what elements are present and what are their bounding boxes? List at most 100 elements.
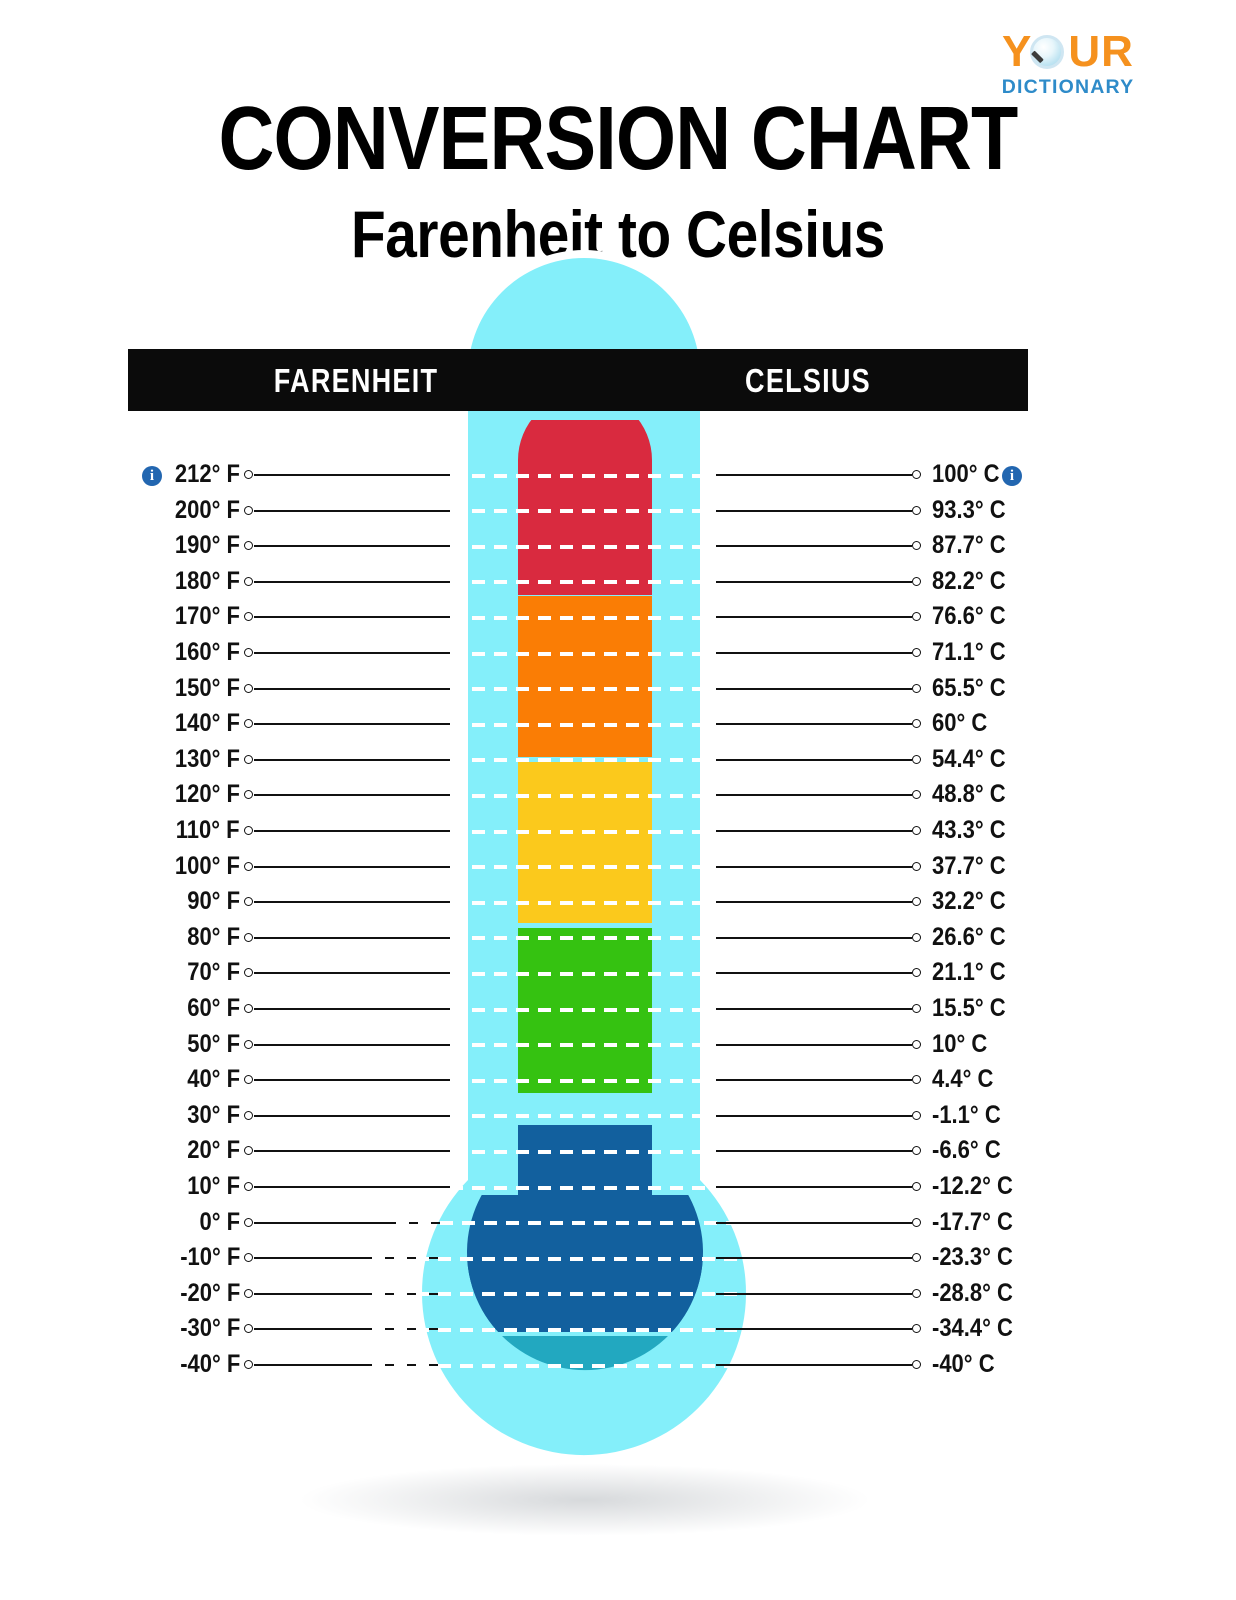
connector-line-right — [716, 1008, 912, 1010]
row-endpoint-left — [244, 1075, 253, 1085]
celsius-label: 82.2° C — [932, 566, 1006, 595]
farenheit-label: -10° F — [179, 1243, 240, 1272]
farenheit-label: -20° F — [179, 1278, 240, 1307]
celsius-label: 48.8° C — [932, 780, 1006, 809]
connector-line-left — [254, 580, 450, 583]
connector-line-left — [254, 1328, 450, 1331]
connector-dashes — [450, 1114, 716, 1119]
farenheit-label: 20° F — [187, 1136, 240, 1165]
connector-dashes — [450, 936, 716, 941]
row-endpoint-left — [244, 1253, 253, 1263]
row-endpoint-right — [912, 1075, 921, 1085]
conversion-row: 180° F 82.2° C — [0, 568, 1236, 594]
conversion-row: 0° F -17.7° C — [0, 1209, 1236, 1235]
row-endpoint-left — [244, 541, 253, 551]
conversion-row: -30° F -34.4° C — [0, 1315, 1236, 1341]
connector-line-right — [716, 830, 912, 832]
conversion-row: 80° F 26.6° C — [0, 924, 1236, 950]
farenheit-label: 100° F — [174, 851, 240, 880]
row-endpoint-left — [244, 1324, 253, 1334]
row-endpoint-left — [244, 897, 253, 907]
connector-line-left — [254, 1008, 450, 1010]
celsius-label: -23.3° C — [932, 1243, 1013, 1272]
connector-line-right — [716, 1328, 912, 1331]
conversion-row: 60° F 15.5° C — [0, 995, 1236, 1021]
celsius-label: -17.7° C — [932, 1207, 1013, 1236]
connector-line-right — [716, 865, 912, 868]
row-endpoint-left — [244, 932, 253, 942]
celsius-label: 32.2° C — [932, 887, 1006, 916]
row-endpoint-right — [912, 932, 921, 942]
row-endpoint-right — [912, 968, 921, 978]
conversion-row: -20° F -28.8° C — [0, 1280, 1236, 1306]
farenheit-label: 110° F — [176, 816, 240, 844]
connector-line-right — [716, 723, 912, 726]
celsius-label: 71.1° C — [932, 638, 1006, 666]
connector-line-left — [254, 509, 450, 512]
connector-dashes — [450, 829, 716, 834]
info-icon-celsius[interactable]: i — [1002, 466, 1022, 486]
farenheit-label: 70° F — [187, 958, 240, 987]
row-endpoint-right — [912, 826, 921, 835]
celsius-label: 60° C — [932, 709, 988, 738]
celsius-label: 15.5° C — [932, 994, 1006, 1022]
row-endpoint-left — [244, 648, 253, 657]
connector-dashes — [450, 722, 716, 727]
column-header-farenheit: FARENHEIT — [273, 362, 439, 399]
connector-line-left — [254, 936, 450, 939]
connector-line-left — [254, 1186, 450, 1188]
connector-line-right — [716, 1043, 912, 1046]
celsius-label: 93.3° C — [932, 495, 1006, 524]
celsius-label: -6.6° C — [932, 1136, 1001, 1165]
farenheit-label: 90° F — [187, 887, 240, 916]
row-endpoint-right — [912, 1360, 921, 1369]
row-endpoint-right — [912, 1324, 921, 1334]
row-endpoint-left — [244, 1039, 253, 1049]
connector-line-right — [716, 1292, 912, 1295]
connector-line-left — [254, 1114, 450, 1117]
farenheit-label: 140° F — [174, 709, 240, 738]
connector-dashes — [450, 758, 716, 763]
connector-line-right — [716, 1364, 912, 1366]
logo-wordmark-bottom: DICTIONARY — [1001, 76, 1135, 98]
conversion-row: 110° F 43.3° C — [0, 817, 1236, 843]
connector-line-left — [254, 901, 450, 904]
row-endpoint-right — [912, 861, 921, 871]
connector-line-right — [716, 758, 912, 761]
celsius-label: -34.4° C — [932, 1314, 1013, 1343]
connector-line-left — [254, 652, 450, 654]
celsius-label: -28.8° C — [932, 1278, 1013, 1307]
farenheit-label: 212° F — [174, 460, 240, 488]
row-endpoint-left — [244, 1217, 253, 1227]
logo-wordmark-top: Y UR — [988, 28, 1148, 76]
conversion-row: 100° F 37.7° C — [0, 853, 1236, 879]
row-endpoint-right — [912, 470, 921, 479]
row-endpoint-right — [912, 790, 921, 800]
connector-dashes — [450, 1185, 716, 1190]
celsius-label: 10° C — [932, 1029, 988, 1058]
farenheit-label: 200° F — [174, 495, 240, 524]
celsius-label: 37.7° C — [932, 851, 1006, 880]
conversion-row: 50° F 10° C — [0, 1031, 1236, 1057]
row-endpoint-right — [912, 1110, 921, 1120]
connector-line-right — [716, 901, 912, 904]
connector-line-left — [254, 545, 450, 548]
row-endpoint-right — [912, 612, 921, 622]
conversion-row: 160° F 71.1° C — [0, 639, 1236, 665]
connector-line-right — [716, 1114, 912, 1117]
connector-dashes — [450, 473, 716, 478]
farenheit-label: 60° F — [187, 994, 240, 1022]
row-endpoint-right — [912, 576, 921, 586]
connector-line-left — [254, 1292, 450, 1295]
farenheit-label: 80° F — [187, 922, 240, 951]
farenheit-label: 190° F — [174, 531, 240, 560]
farenheit-label: 40° F — [187, 1065, 240, 1094]
row-endpoint-right — [912, 683, 921, 693]
info-icon-farenheit[interactable]: i — [142, 466, 162, 486]
yourdictionary-logo: Y UR DICTIONARY — [988, 28, 1148, 114]
connector-dashes — [450, 971, 716, 976]
row-endpoint-left — [244, 1004, 253, 1013]
connector-line-right — [716, 580, 912, 583]
page-title: CONVERSION CHART — [218, 89, 1019, 189]
